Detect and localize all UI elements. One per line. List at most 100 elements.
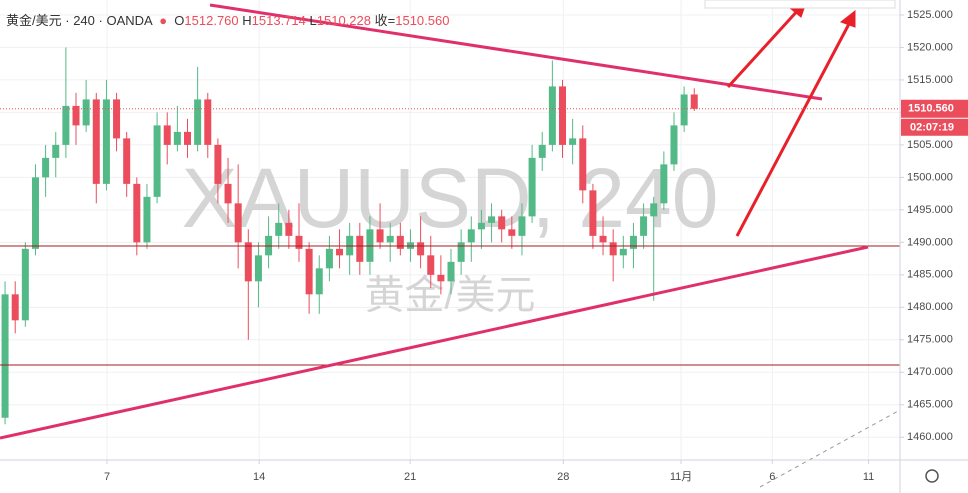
- candle-body: [579, 138, 587, 191]
- y-tick-label: 1495.000: [907, 204, 953, 216]
- x-tick-label: 6: [769, 471, 775, 483]
- candle-body: [133, 183, 141, 243]
- trend-line: [0, 245, 869, 440]
- low-label: L: [309, 13, 317, 28]
- candle-body: [204, 99, 212, 145]
- candle-body: [295, 235, 303, 249]
- candle-body: [315, 268, 323, 295]
- x-tick-label: 7: [104, 471, 110, 483]
- y-tick-label: 1460.000: [907, 431, 953, 443]
- candle-body: [285, 222, 293, 236]
- candle-body: [680, 94, 688, 126]
- close-value: 1510.560: [395, 13, 450, 28]
- candle-body: [72, 105, 80, 126]
- candle-body: [467, 229, 475, 243]
- y-tick-label: 1515.000: [907, 74, 953, 86]
- candle-body: [92, 99, 100, 184]
- candle-body: [11, 294, 19, 321]
- y-tick-label: 1470.000: [907, 366, 953, 378]
- axes: 1460.000 1465.000 1470.000 1475.000 1480.000…: [0, 9, 968, 483]
- candle-body: [31, 177, 39, 249]
- y-tick-label: 1475.000: [907, 334, 953, 346]
- settings-icon[interactable]: [925, 469, 939, 483]
- candle-body: [143, 196, 151, 243]
- y-tick-label: 1465.000: [907, 399, 953, 411]
- y-tick-label: 1485.000: [907, 269, 953, 281]
- candle-body: [417, 242, 425, 256]
- candle-body: [244, 242, 252, 282]
- candle-body: [224, 183, 232, 204]
- candle-body: [559, 86, 566, 145]
- candle-body: [508, 229, 516, 236]
- header: 黄金/美元 · 240 · OANDA ● O1512.760 H1513.71…: [6, 13, 450, 28]
- x-tick-label: 11: [863, 471, 874, 483]
- y-tick-label: 1480.000: [907, 301, 953, 313]
- candle-body: [275, 222, 283, 236]
- candle-body: [52, 144, 60, 158]
- candle-body: [194, 99, 202, 145]
- watermark: XAUUSD, 240: [182, 151, 719, 245]
- x-tick-label: 14: [253, 471, 265, 483]
- arrow-head: [839, 9, 856, 28]
- candle-body: [42, 157, 50, 178]
- arrow: [726, 6, 802, 89]
- candle-body: [214, 144, 222, 184]
- x-tick-label: 28: [557, 471, 569, 483]
- candle-body: [690, 94, 698, 109]
- candle-body: [163, 125, 171, 145]
- candle-body: [1, 294, 9, 418]
- candle-body: [376, 229, 384, 243]
- candle-body: [538, 144, 546, 158]
- candles: [1, 47, 698, 425]
- source: OANDA: [106, 13, 152, 28]
- x-tick-label: 21: [404, 471, 416, 483]
- candle-body: [254, 255, 262, 282]
- interval: 240: [73, 13, 95, 28]
- candle-body: [599, 235, 607, 243]
- candle-body: [488, 216, 496, 223]
- low-value: 1510.228: [316, 13, 371, 28]
- candle-body: [569, 138, 577, 145]
- candle-body: [518, 216, 526, 236]
- high-value: 1513.714: [251, 13, 306, 28]
- y-tick-label: 1500.000: [907, 171, 953, 183]
- candle-body: [609, 242, 617, 256]
- arrows: [726, 0, 856, 237]
- candle-body: [173, 131, 181, 145]
- y-tick-label: 1490.000: [907, 236, 953, 248]
- candle-body: [305, 248, 313, 295]
- candle-body: [386, 235, 394, 243]
- candle-body: [477, 222, 485, 230]
- x-tick-label: 11月: [670, 471, 692, 483]
- candle-body: [356, 235, 364, 262]
- y-tick-label: 1505.000: [907, 139, 953, 151]
- y-tick-label: 1520.000: [907, 41, 953, 53]
- toolbar[interactable]: [704, 0, 896, 9]
- open-value: 1512.760: [184, 13, 239, 28]
- candle-body: [640, 216, 648, 236]
- symbol: 黄金/美元: [6, 13, 62, 28]
- candle-body: [427, 255, 435, 275]
- open-label: O: [174, 13, 185, 28]
- candle-body: [102, 99, 110, 184]
- arrow: [735, 21, 852, 237]
- candle-body: [234, 203, 242, 243]
- candle-body: [437, 274, 445, 282]
- dashed-line: [759, 409, 901, 488]
- candle-body: [123, 138, 131, 184]
- y-tick-label: 1525.000: [907, 9, 953, 21]
- candle-body: [670, 125, 678, 165]
- close-label: 收: [374, 13, 388, 28]
- countdown: 02:07:19: [910, 122, 954, 134]
- candle-body: [325, 248, 333, 269]
- candle-body: [396, 235, 404, 249]
- candle-body: [21, 248, 29, 321]
- last-price-badge: [901, 99, 968, 118]
- candle-body: [457, 242, 465, 262]
- candle-body: [113, 99, 121, 139]
- candle-body: [82, 99, 90, 126]
- candle-body: [548, 86, 556, 145]
- candle-body: [528, 157, 536, 217]
